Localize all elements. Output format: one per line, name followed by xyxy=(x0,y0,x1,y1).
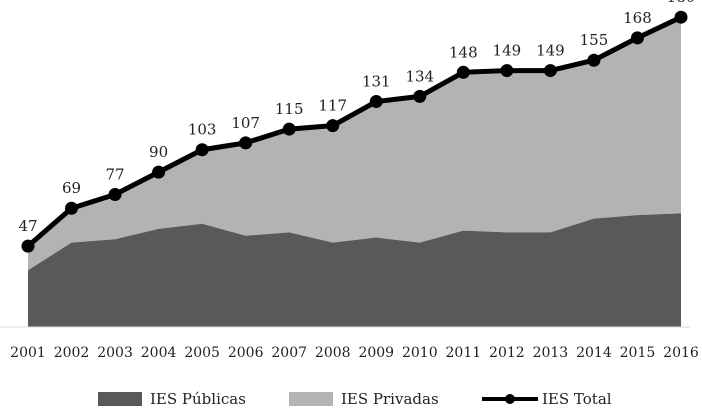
data-label-2013: 149 xyxy=(536,42,565,60)
data-label-2008: 117 xyxy=(318,97,347,115)
data-label-2006: 107 xyxy=(231,114,260,132)
point-ies-total-2004 xyxy=(152,165,166,179)
area-ies-publicas xyxy=(28,213,681,327)
point-ies-total-2011 xyxy=(456,65,470,79)
x-tick-label-2011: 2011 xyxy=(446,345,482,361)
data-label-2009: 131 xyxy=(362,73,391,91)
legend-swatch-ies-privadas xyxy=(289,392,333,406)
x-tick-label-2016: 2016 xyxy=(663,345,699,361)
x-tick-label-2008: 2008 xyxy=(315,345,351,361)
x-tick-label-2013: 2013 xyxy=(533,345,569,361)
data-labels: 47 69 77 90 103 107 115 117 131 134 148 149 149 155 16… xyxy=(18,0,695,235)
data-label-2003: 77 xyxy=(106,165,125,183)
legend-label-ies-publicas: IES Públicas xyxy=(150,390,246,408)
legend-label-ies-total: IES Total xyxy=(542,390,612,408)
data-label-2002: 69 xyxy=(62,179,81,197)
x-tick-label-2001: 2001 xyxy=(10,345,46,361)
data-label-2007: 115 xyxy=(275,100,304,118)
point-ies-total-2001 xyxy=(21,239,35,253)
data-label-2015: 168 xyxy=(623,9,652,27)
area-ies-privadas xyxy=(28,17,681,271)
point-ies-total-2014 xyxy=(587,53,601,67)
point-ies-total-2013 xyxy=(543,64,557,78)
data-label-2014: 155 xyxy=(580,31,609,49)
legend-marker-ies-total xyxy=(505,394,515,404)
point-ies-total-2016 xyxy=(674,10,688,24)
total-points xyxy=(21,10,688,253)
data-label-2012: 149 xyxy=(493,42,522,60)
point-ies-total-2007 xyxy=(282,122,296,136)
x-tick-label-2014: 2014 xyxy=(576,345,612,361)
data-label-2016: 180 xyxy=(667,0,696,6)
point-ies-total-2008 xyxy=(326,119,340,133)
point-ies-total-2012 xyxy=(500,64,514,78)
data-label-2005: 103 xyxy=(188,121,217,139)
total-line-group xyxy=(26,14,683,248)
data-label-2010: 134 xyxy=(405,67,434,85)
point-ies-total-2002 xyxy=(65,201,79,215)
point-ies-total-2006 xyxy=(239,136,253,150)
stacked-areas xyxy=(28,17,681,327)
x-tick-label-2009: 2009 xyxy=(358,345,394,361)
x-tick-label-2005: 2005 xyxy=(184,345,220,361)
line-ies-total xyxy=(26,14,683,248)
legend-label-ies-privadas: IES Privadas xyxy=(341,390,439,408)
x-tick-label-2003: 2003 xyxy=(97,345,133,361)
x-tick-label-2004: 2004 xyxy=(141,345,177,361)
legend: IES Públicas IES Privadas IES Total xyxy=(98,390,612,408)
x-tick-labels: 2001 2002 2003 2004 2005 2006 2007 2008 2009 2010… xyxy=(10,345,699,361)
data-label-2004: 90 xyxy=(149,143,168,161)
data-label-2001: 47 xyxy=(18,217,37,235)
legend-swatch-ies-publicas xyxy=(98,392,142,406)
x-tick-label-2015: 2015 xyxy=(620,345,656,361)
point-ies-total-2015 xyxy=(630,31,644,45)
point-ies-total-2009 xyxy=(369,95,383,109)
point-ies-total-2003 xyxy=(108,187,122,201)
x-tick-label-2002: 2002 xyxy=(54,345,90,361)
x-tick-label-2007: 2007 xyxy=(271,345,307,361)
point-ies-total-2005 xyxy=(195,143,209,157)
x-tick-label-2006: 2006 xyxy=(228,345,264,361)
x-tick-label-2012: 2012 xyxy=(489,345,525,361)
x-tick-label-2010: 2010 xyxy=(402,345,438,361)
point-ies-total-2010 xyxy=(413,89,427,103)
data-label-2011: 148 xyxy=(449,43,478,61)
